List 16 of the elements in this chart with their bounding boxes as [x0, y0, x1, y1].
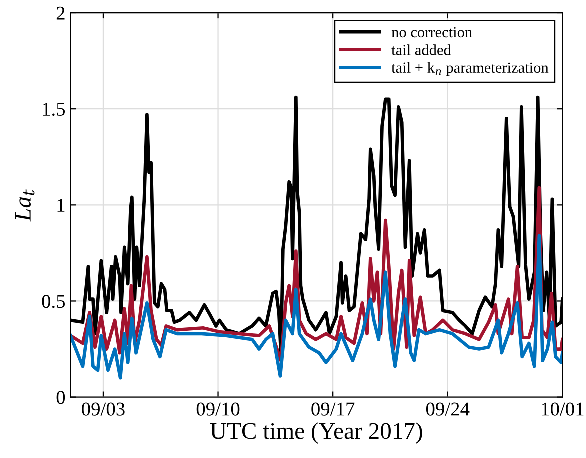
legend-label: no correction: [392, 27, 472, 38]
line-series: [70, 234, 563, 380]
x-tick-label: 09/17: [312, 402, 355, 416]
y-axis-title: La$_{t}$: [15, 190, 35, 222]
y-tick-label: 1: [58, 199, 65, 212]
x-tick-label: 09/10: [196, 402, 240, 416]
y-tick-label: 2: [56, 6, 65, 20]
legend-label: tail added: [392, 44, 452, 56]
y-tick-label: 0: [56, 391, 66, 404]
y-tick-label: 0.5: [42, 295, 66, 308]
x-axis-title: UTC time (Year 2017): [210, 422, 422, 444]
legend-label: tail + k$_{n}$ parameterization: [392, 62, 549, 76]
x-tick-label: 10/01: [542, 402, 584, 416]
x-tick-label: 09/03: [82, 402, 125, 416]
y-tick-label: 1.5: [43, 102, 66, 116]
x-tick-label: 09/24: [426, 402, 470, 416]
